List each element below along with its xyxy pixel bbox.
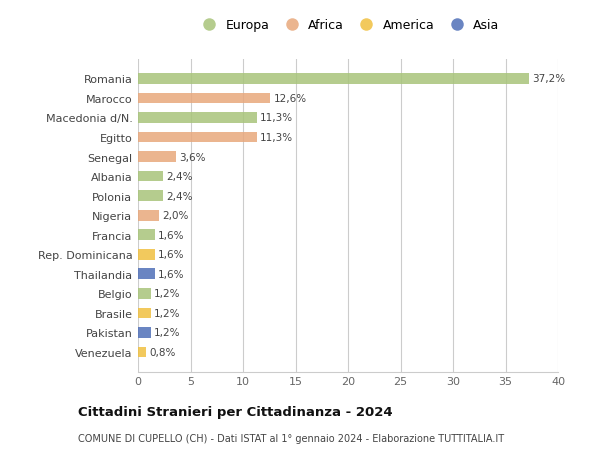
Bar — [138, 230, 155, 241]
Bar — [138, 288, 151, 299]
Bar — [138, 249, 155, 260]
Text: Cittadini Stranieri per Cittadinanza - 2024: Cittadini Stranieri per Cittadinanza - 2… — [78, 405, 392, 419]
Bar — [138, 191, 163, 202]
Bar — [138, 327, 151, 338]
Legend: Europa, Africa, America, Asia: Europa, Africa, America, Asia — [197, 19, 499, 32]
Text: COMUNE DI CUPELLO (CH) - Dati ISTAT al 1° gennaio 2024 - Elaborazione TUTTITALIA: COMUNE DI CUPELLO (CH) - Dati ISTAT al 1… — [78, 433, 504, 442]
Bar — [138, 113, 257, 123]
Text: 1,6%: 1,6% — [158, 230, 184, 240]
Bar — [138, 308, 151, 319]
Bar — [138, 210, 159, 221]
Text: 12,6%: 12,6% — [274, 94, 307, 104]
Bar — [138, 347, 146, 358]
Text: 37,2%: 37,2% — [532, 74, 565, 84]
Bar — [138, 132, 257, 143]
Bar — [138, 152, 176, 162]
Text: 3,6%: 3,6% — [179, 152, 205, 162]
Text: 1,2%: 1,2% — [154, 289, 180, 299]
Text: 2,4%: 2,4% — [166, 191, 193, 201]
Text: 1,2%: 1,2% — [154, 308, 180, 318]
Text: 2,0%: 2,0% — [162, 211, 188, 221]
Bar — [138, 269, 155, 280]
Text: 0,8%: 0,8% — [149, 347, 176, 357]
Text: 1,6%: 1,6% — [158, 269, 184, 279]
Text: 2,4%: 2,4% — [166, 172, 193, 182]
Bar — [138, 74, 529, 84]
Bar — [138, 171, 163, 182]
Text: 11,3%: 11,3% — [260, 133, 293, 143]
Text: 11,3%: 11,3% — [260, 113, 293, 123]
Bar — [138, 93, 270, 104]
Text: 1,6%: 1,6% — [158, 250, 184, 260]
Text: 1,2%: 1,2% — [154, 328, 180, 338]
